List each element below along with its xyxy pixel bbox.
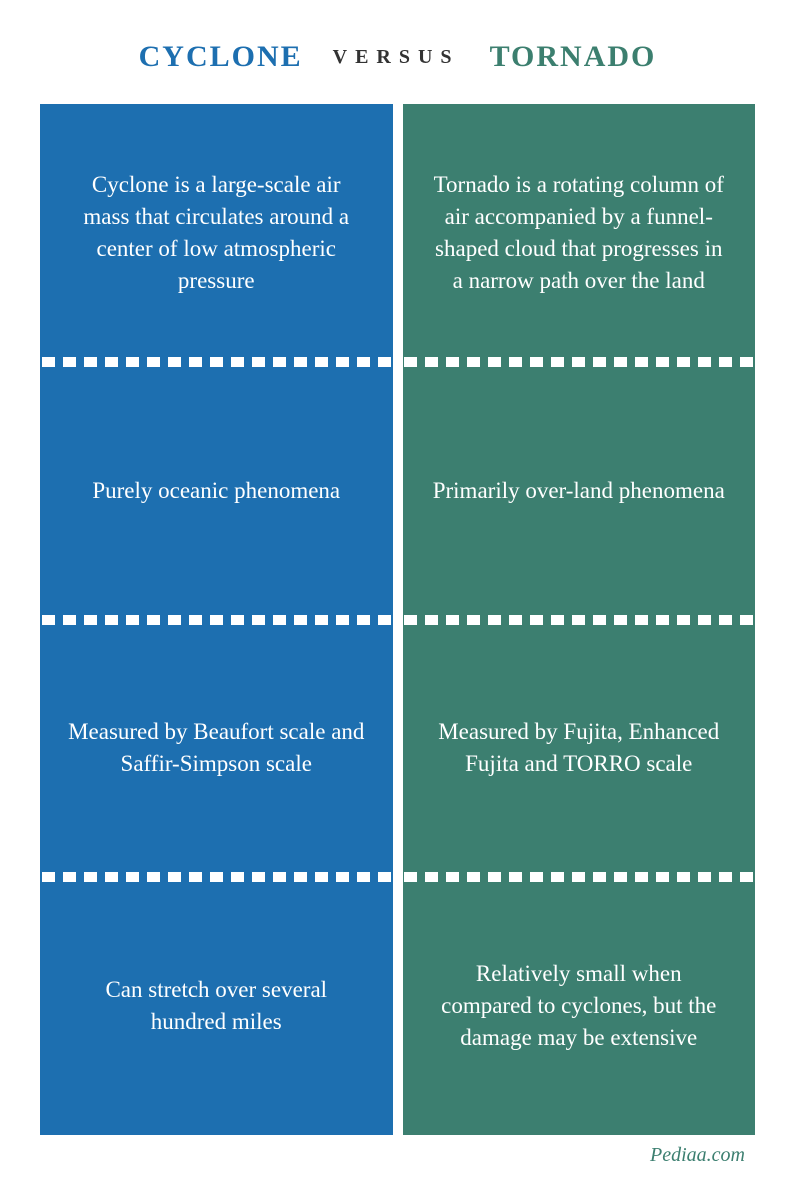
comparison-header: CYCLONE VERSUS TORNADO: [139, 0, 657, 104]
header-center-versus: VERSUS: [333, 46, 460, 69]
tornado-size: Relatively small when compared to cyclon…: [403, 877, 756, 1135]
column-tornado: Tornado is a rotating column of air acco…: [403, 104, 756, 1135]
cell-text: Measured by Beaufort scale and Saffir-Si…: [68, 716, 365, 780]
cell-text: Can stretch over several hundred miles: [68, 974, 365, 1038]
header-right-title: TORNADO: [490, 40, 657, 74]
divider: [403, 872, 756, 882]
cell-text: Tornado is a rotating column of air acco…: [431, 169, 728, 298]
cyclone-measurement: Measured by Beaufort scale and Saffir-Si…: [40, 620, 393, 878]
cell-text: Purely oceanic phenomena: [92, 475, 340, 507]
header-left-title: CYCLONE: [139, 40, 303, 74]
comparison-columns: Cyclone is a large-scale air mass that c…: [0, 104, 795, 1185]
divider: [40, 357, 393, 367]
cell-text: Relatively small when compared to cyclon…: [431, 958, 728, 1055]
column-cyclone: Cyclone is a large-scale air mass that c…: [40, 104, 393, 1135]
cell-text: Primarily over-land phenomena: [433, 475, 725, 507]
tornado-definition: Tornado is a rotating column of air acco…: [403, 104, 756, 362]
tornado-measurement: Measured by Fujita, Enhanced Fujita and …: [403, 620, 756, 878]
source-attribution: Pediaa.com: [650, 1144, 745, 1167]
cell-text: Measured by Fujita, Enhanced Fujita and …: [431, 716, 728, 780]
divider: [403, 615, 756, 625]
divider: [403, 357, 756, 367]
tornado-origin: Primarily over-land phenomena: [403, 362, 756, 620]
cyclone-size: Can stretch over several hundred miles: [40, 877, 393, 1135]
cyclone-definition: Cyclone is a large-scale air mass that c…: [40, 104, 393, 362]
cell-text: Cyclone is a large-scale air mass that c…: [68, 169, 365, 298]
cyclone-origin: Purely oceanic phenomena: [40, 362, 393, 620]
divider: [40, 615, 393, 625]
divider: [40, 872, 393, 882]
